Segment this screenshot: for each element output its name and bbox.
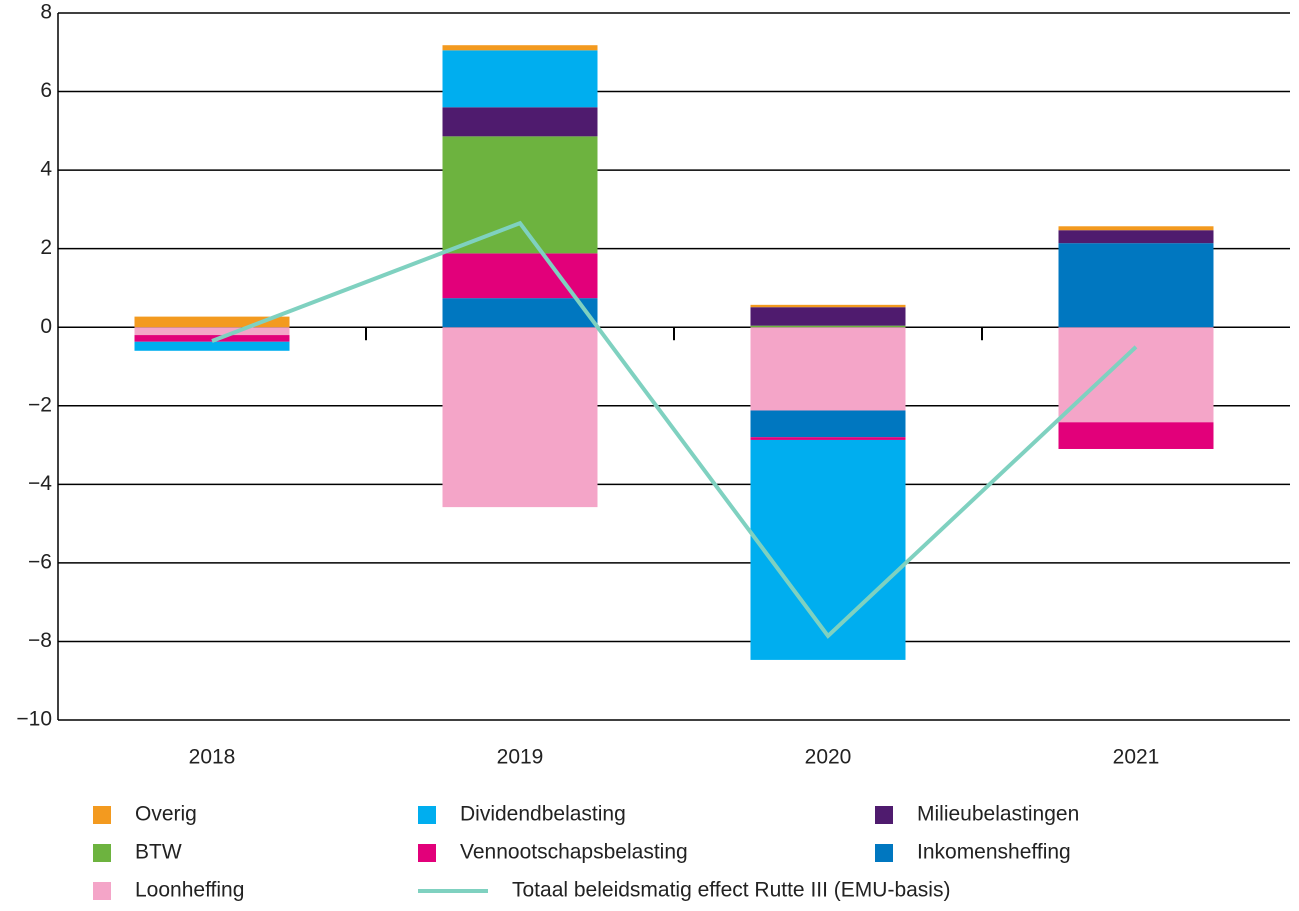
legend-label: BTW xyxy=(135,841,182,864)
x-tick-label: 2020 xyxy=(805,746,852,769)
legend-label: Overig xyxy=(135,803,197,826)
bar-segment xyxy=(750,439,906,660)
bar-segment xyxy=(442,327,598,508)
bar-segment xyxy=(442,298,598,328)
bar-segment xyxy=(1058,327,1214,423)
legend-label: Vennootschapsbelasting xyxy=(460,841,688,864)
bar-segment xyxy=(442,50,598,108)
bar-segment xyxy=(1058,230,1214,244)
bar-segment xyxy=(750,410,906,438)
bar-segment xyxy=(750,327,906,411)
legend-swatch xyxy=(418,806,436,824)
x-tick-label: 2019 xyxy=(497,746,544,769)
y-tick-label: 8 xyxy=(40,1,52,24)
legend-label: Dividendbelasting xyxy=(460,803,626,826)
y-tick-label: −4 xyxy=(28,472,52,495)
y-tick-label: −8 xyxy=(28,629,52,652)
legend-label: Totaal beleidsmatig effect Rutte III (EM… xyxy=(512,879,950,902)
y-tick-label: 6 xyxy=(40,79,52,102)
y-tick-label: 0 xyxy=(40,315,52,338)
bar-segment xyxy=(134,341,290,351)
bar-segment xyxy=(134,316,290,328)
bar-segment xyxy=(750,304,906,308)
bar-segment xyxy=(442,107,598,137)
bar-segment xyxy=(442,45,598,51)
legend-swatch xyxy=(875,844,893,862)
y-tick-label: −2 xyxy=(28,393,52,416)
y-tick-label: 2 xyxy=(40,236,52,259)
y-tick-label: −6 xyxy=(28,550,52,573)
bar-segment xyxy=(442,253,598,299)
x-tick-label: 2021 xyxy=(1113,746,1160,769)
bar-segment xyxy=(1058,422,1214,449)
legend-label: Loonheffing xyxy=(135,879,244,902)
legend-swatch xyxy=(93,844,111,862)
bar-segment xyxy=(1058,243,1214,328)
bar-segment xyxy=(750,325,906,328)
y-tick-label: −10 xyxy=(16,708,52,731)
legend-swatch xyxy=(875,806,893,824)
legend-swatch xyxy=(93,806,111,824)
legend-label: Milieubelastingen xyxy=(917,803,1079,826)
bar-segment xyxy=(134,335,290,342)
legend-swatch xyxy=(418,844,436,862)
legend-swatch xyxy=(93,882,111,900)
bar-segment xyxy=(1058,226,1214,231)
x-tick-label: 2018 xyxy=(189,746,236,769)
legend-label: Inkomensheffing xyxy=(917,841,1071,864)
bar-segment xyxy=(442,136,598,254)
bar-segment xyxy=(750,437,906,440)
y-tick-label: 4 xyxy=(40,158,52,181)
bar-segment xyxy=(134,327,290,336)
bar-segment xyxy=(750,307,906,326)
total-line xyxy=(211,220,1138,639)
